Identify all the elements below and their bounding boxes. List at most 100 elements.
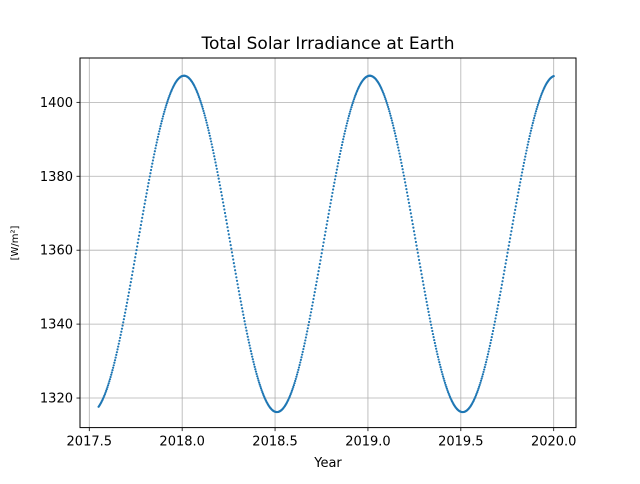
data-point: [513, 212, 516, 215]
data-point: [421, 280, 424, 283]
data-point: [106, 386, 109, 389]
data-point: [493, 323, 496, 326]
data-point: [511, 222, 514, 226]
data-point: [115, 353, 118, 356]
data-point: [436, 353, 439, 356]
data-point: [153, 153, 156, 156]
data-point: [399, 155, 402, 158]
data-point: [244, 323, 247, 326]
data-point: [292, 385, 295, 389]
data-point: [399, 158, 402, 161]
grid: [80, 58, 576, 428]
data-point: [148, 175, 151, 178]
data-point: [146, 185, 149, 188]
data-point: [349, 110, 352, 113]
data-point: [247, 338, 250, 341]
data-point: [432, 335, 435, 339]
data-point: [167, 98, 170, 101]
data-point: [235, 279, 239, 282]
data-point: [491, 332, 494, 336]
data-point: [492, 326, 495, 330]
data-point: [403, 177, 406, 181]
data-point: [165, 102, 168, 105]
data-point: [108, 380, 111, 383]
data-point: [145, 192, 148, 195]
data-point: [404, 181, 407, 184]
data-point: [143, 202, 146, 205]
data-point: [530, 127, 533, 130]
data-point: [398, 152, 401, 155]
data-point: [259, 387, 263, 390]
data-point: [440, 368, 443, 371]
data-point: [409, 212, 412, 215]
data-point: [295, 373, 299, 376]
data-point: [114, 356, 117, 359]
data-point: [296, 371, 299, 374]
data-point: [239, 300, 242, 303]
data-point: [110, 373, 113, 376]
data-point: [125, 304, 128, 308]
data-point: [134, 256, 137, 259]
data-point: [247, 341, 251, 344]
data-point: [230, 251, 234, 254]
data-point: [385, 99, 388, 103]
data-point: [199, 101, 203, 104]
data-point: [489, 341, 492, 345]
data-point: [389, 114, 392, 117]
data-point: [526, 146, 529, 149]
data-point: [510, 226, 514, 229]
data-point: [208, 134, 211, 137]
data-point: [338, 155, 341, 159]
data-point: [538, 99, 541, 103]
data-point: [124, 308, 127, 311]
data-point: [527, 140, 530, 143]
data-point: [116, 348, 119, 351]
data-point: [140, 220, 143, 223]
data-point: [167, 96, 170, 99]
data-point: [254, 368, 257, 371]
data-point: [351, 102, 354, 105]
data-point: [310, 307, 313, 311]
data-point: [407, 198, 410, 201]
data-point: [329, 202, 332, 205]
data-point: [220, 194, 223, 197]
data-point: [336, 165, 339, 168]
data-point: [297, 368, 300, 371]
data-point: [522, 164, 525, 168]
data-point: [434, 344, 437, 347]
data-point: [499, 290, 502, 293]
data-point: [224, 215, 227, 218]
data-point: [431, 332, 435, 336]
data-point: [491, 329, 495, 333]
data-point: [345, 122, 349, 125]
data-point: [388, 112, 392, 115]
data-point: [502, 273, 505, 276]
data-point: [509, 233, 512, 236]
data-point: [238, 293, 241, 296]
data-point: [383, 94, 386, 97]
data-point: [397, 146, 400, 149]
data-point: [255, 372, 258, 376]
data-point: [240, 307, 244, 310]
data-point: [533, 114, 536, 117]
data-point: [242, 313, 245, 316]
data-point: [481, 375, 484, 378]
data-point: [346, 119, 349, 122]
data-point: [289, 392, 292, 396]
data-point: [516, 194, 519, 198]
data-point: [536, 105, 539, 109]
data-point: [206, 124, 209, 127]
x-tick-label: 2018.0: [159, 435, 205, 450]
data-point: [160, 122, 163, 125]
data-point: [241, 310, 244, 313]
data-point: [226, 226, 229, 229]
data-point: [405, 187, 408, 191]
data-point: [520, 174, 523, 177]
data-point: [427, 310, 430, 314]
data-point: [112, 364, 115, 367]
data-point: [124, 311, 127, 314]
data-point: [115, 351, 119, 354]
data-point: [307, 320, 311, 324]
